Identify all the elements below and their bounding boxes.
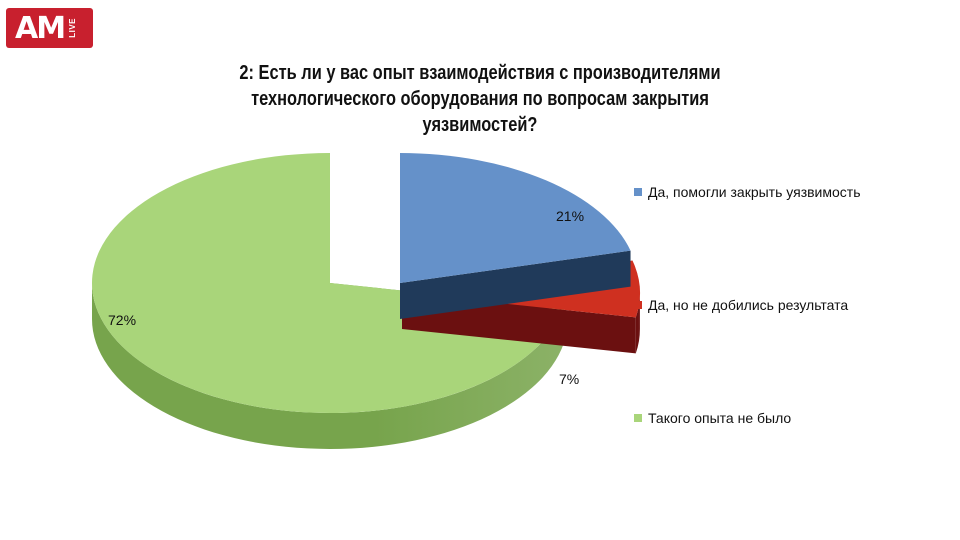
legend-item-0: Да, помогли закрыть уязвимость — [634, 184, 861, 200]
legend-item-2: Такого опыта не было — [634, 410, 791, 426]
legend-swatch-0 — [634, 188, 642, 196]
legend-item-1: Да, но не добились результата — [634, 297, 848, 313]
legend-label-0: Да, помогли закрыть уязвимость — [648, 184, 861, 200]
legend-label-2: Такого опыта не было — [648, 410, 792, 426]
pie-slice-0 — [400, 153, 631, 319]
slice-2-top — [92, 153, 564, 413]
slice-0-cut-face-1 — [400, 250, 631, 319]
legend-label-1: Да, но не добились результата — [648, 297, 849, 313]
legend-swatch-2 — [634, 414, 642, 422]
slice-2-side-0 — [92, 283, 564, 450]
legend-swatch-1 — [634, 301, 642, 309]
slice-label-2: 72% — [108, 312, 137, 328]
logo-text: AM — [15, 10, 66, 46]
slice-label-1: 7% — [559, 371, 580, 387]
chart-title: 2: Есть ли у вас опыт взаимодействия с п… — [239, 62, 721, 136]
amlive-logo: AM LIVE — [6, 8, 93, 48]
slice-label-0: 21% — [556, 208, 585, 224]
slice-0-top — [400, 153, 631, 283]
